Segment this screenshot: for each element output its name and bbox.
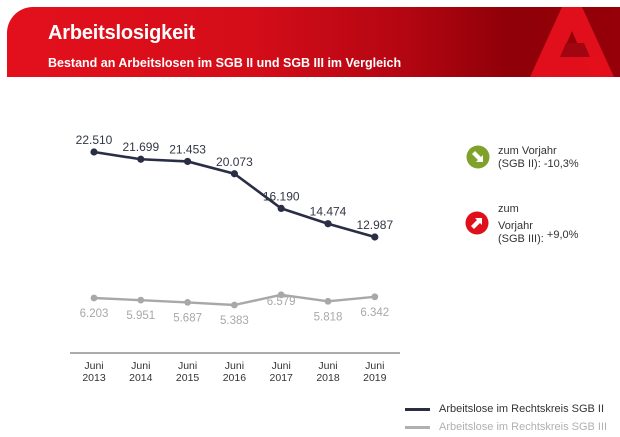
data-point-sgb2 [137,155,145,163]
badge-sgb3-line2: Vorjahr [498,220,533,232]
badge-sgb3-text: zum Vorjahr (SGB III): +9,0% [498,203,578,246]
data-point-sgb3 [90,294,98,302]
data-point-sgb3 [231,301,238,309]
legend-sgb3: Arbeitslose im Rechtskreis SGB III [405,421,607,433]
page-title: Arbeitslosigkeit [48,22,195,44]
data-label-sgb2: 12.987 [356,218,393,232]
badge-sgb3-line3: (SGB III): [498,233,544,245]
x-tick-label: 2018 [316,372,340,384]
data-label-sgb2: 16.190 [263,189,300,203]
data-label-sgb3: 6.342 [360,307,389,319]
arrow-down-right-icon [466,145,490,169]
legend-sgb2: Arbeitslose im Rechtskreis SGB II [405,403,604,415]
data-point-sgb3 [277,291,285,299]
data-label-sgb3: 5.951 [126,310,155,322]
x-tick-label: Juni [365,360,384,372]
header-banner: Arbeitslosigkeit Bestand an Arbeitslosen… [7,7,620,77]
data-point-sgb2 [371,233,379,241]
data-point-sgb2 [184,157,192,166]
badge-sgb2-line1: zum Vorjahr [498,145,557,157]
legend-label-sgb2: Arbeitslose im Rechtskreis SGB II [439,403,605,415]
data-label-sgb2: 21.699 [122,140,159,154]
data-label-sgb2: 20.073 [216,155,253,169]
data-point-sgb2 [277,204,285,213]
data-point-sgb3 [137,296,145,304]
data-point-sgb3 [324,297,332,305]
ba-logo-icon [530,7,614,77]
x-tick-label: 2017 [270,372,294,384]
data-label-sgb3: 5.687 [173,312,202,324]
badge-sgb2-value: -10,3% [543,158,579,170]
x-tick-label: Juni [318,360,337,372]
legend-label-sgb3: Arbeitslose im Rechtskreis SGB III [439,421,608,433]
badge-sgb2-line2: (SGB II): [498,158,541,170]
data-point-sgb2 [230,170,238,178]
data-label-sgb3: 5.383 [220,315,249,327]
x-tick-label: Juni [225,360,244,372]
data-label-sgb2: 22.510 [76,133,113,147]
data-point-sgb2 [90,148,98,156]
badge-sgb3-line1: zum [498,203,519,215]
badge-sgb2-text: zum Vorjahr (SGB II): -10,3% [498,145,579,171]
x-tick-label: Juni [84,360,103,372]
x-tick-label: 2015 [176,372,200,384]
page-subtitle: Bestand an Arbeitslosen im SGB II und SG… [48,56,402,70]
data-label-sgb2: 14.474 [310,205,347,219]
badge-sgb3-value: +9,0% [546,229,579,241]
legend-swatch-sgb2 [405,407,430,411]
data-point-sgb3 [371,293,379,301]
x-tick-label: 2014 [129,372,153,384]
data-label-sgb3: 6.203 [80,308,109,320]
data-point-sgb3 [184,299,192,306]
x-tick-label: Juni [131,360,150,372]
x-tick-label: 2019 [363,372,387,384]
x-tick-label: 2016 [223,372,247,384]
legend-swatch-sgb3 [405,425,430,429]
data-label-sgb2: 21.453 [169,142,206,156]
x-tick-label: Juni [272,360,291,372]
arrow-up-right-icon [465,211,489,235]
data-label-sgb3: 5.818 [314,311,343,323]
data-label-sgb3: 6.579 [267,296,296,308]
data-point-sgb2 [324,220,332,228]
x-tick-label: 2013 [82,372,106,384]
x-tick-label: Juni [178,360,197,372]
